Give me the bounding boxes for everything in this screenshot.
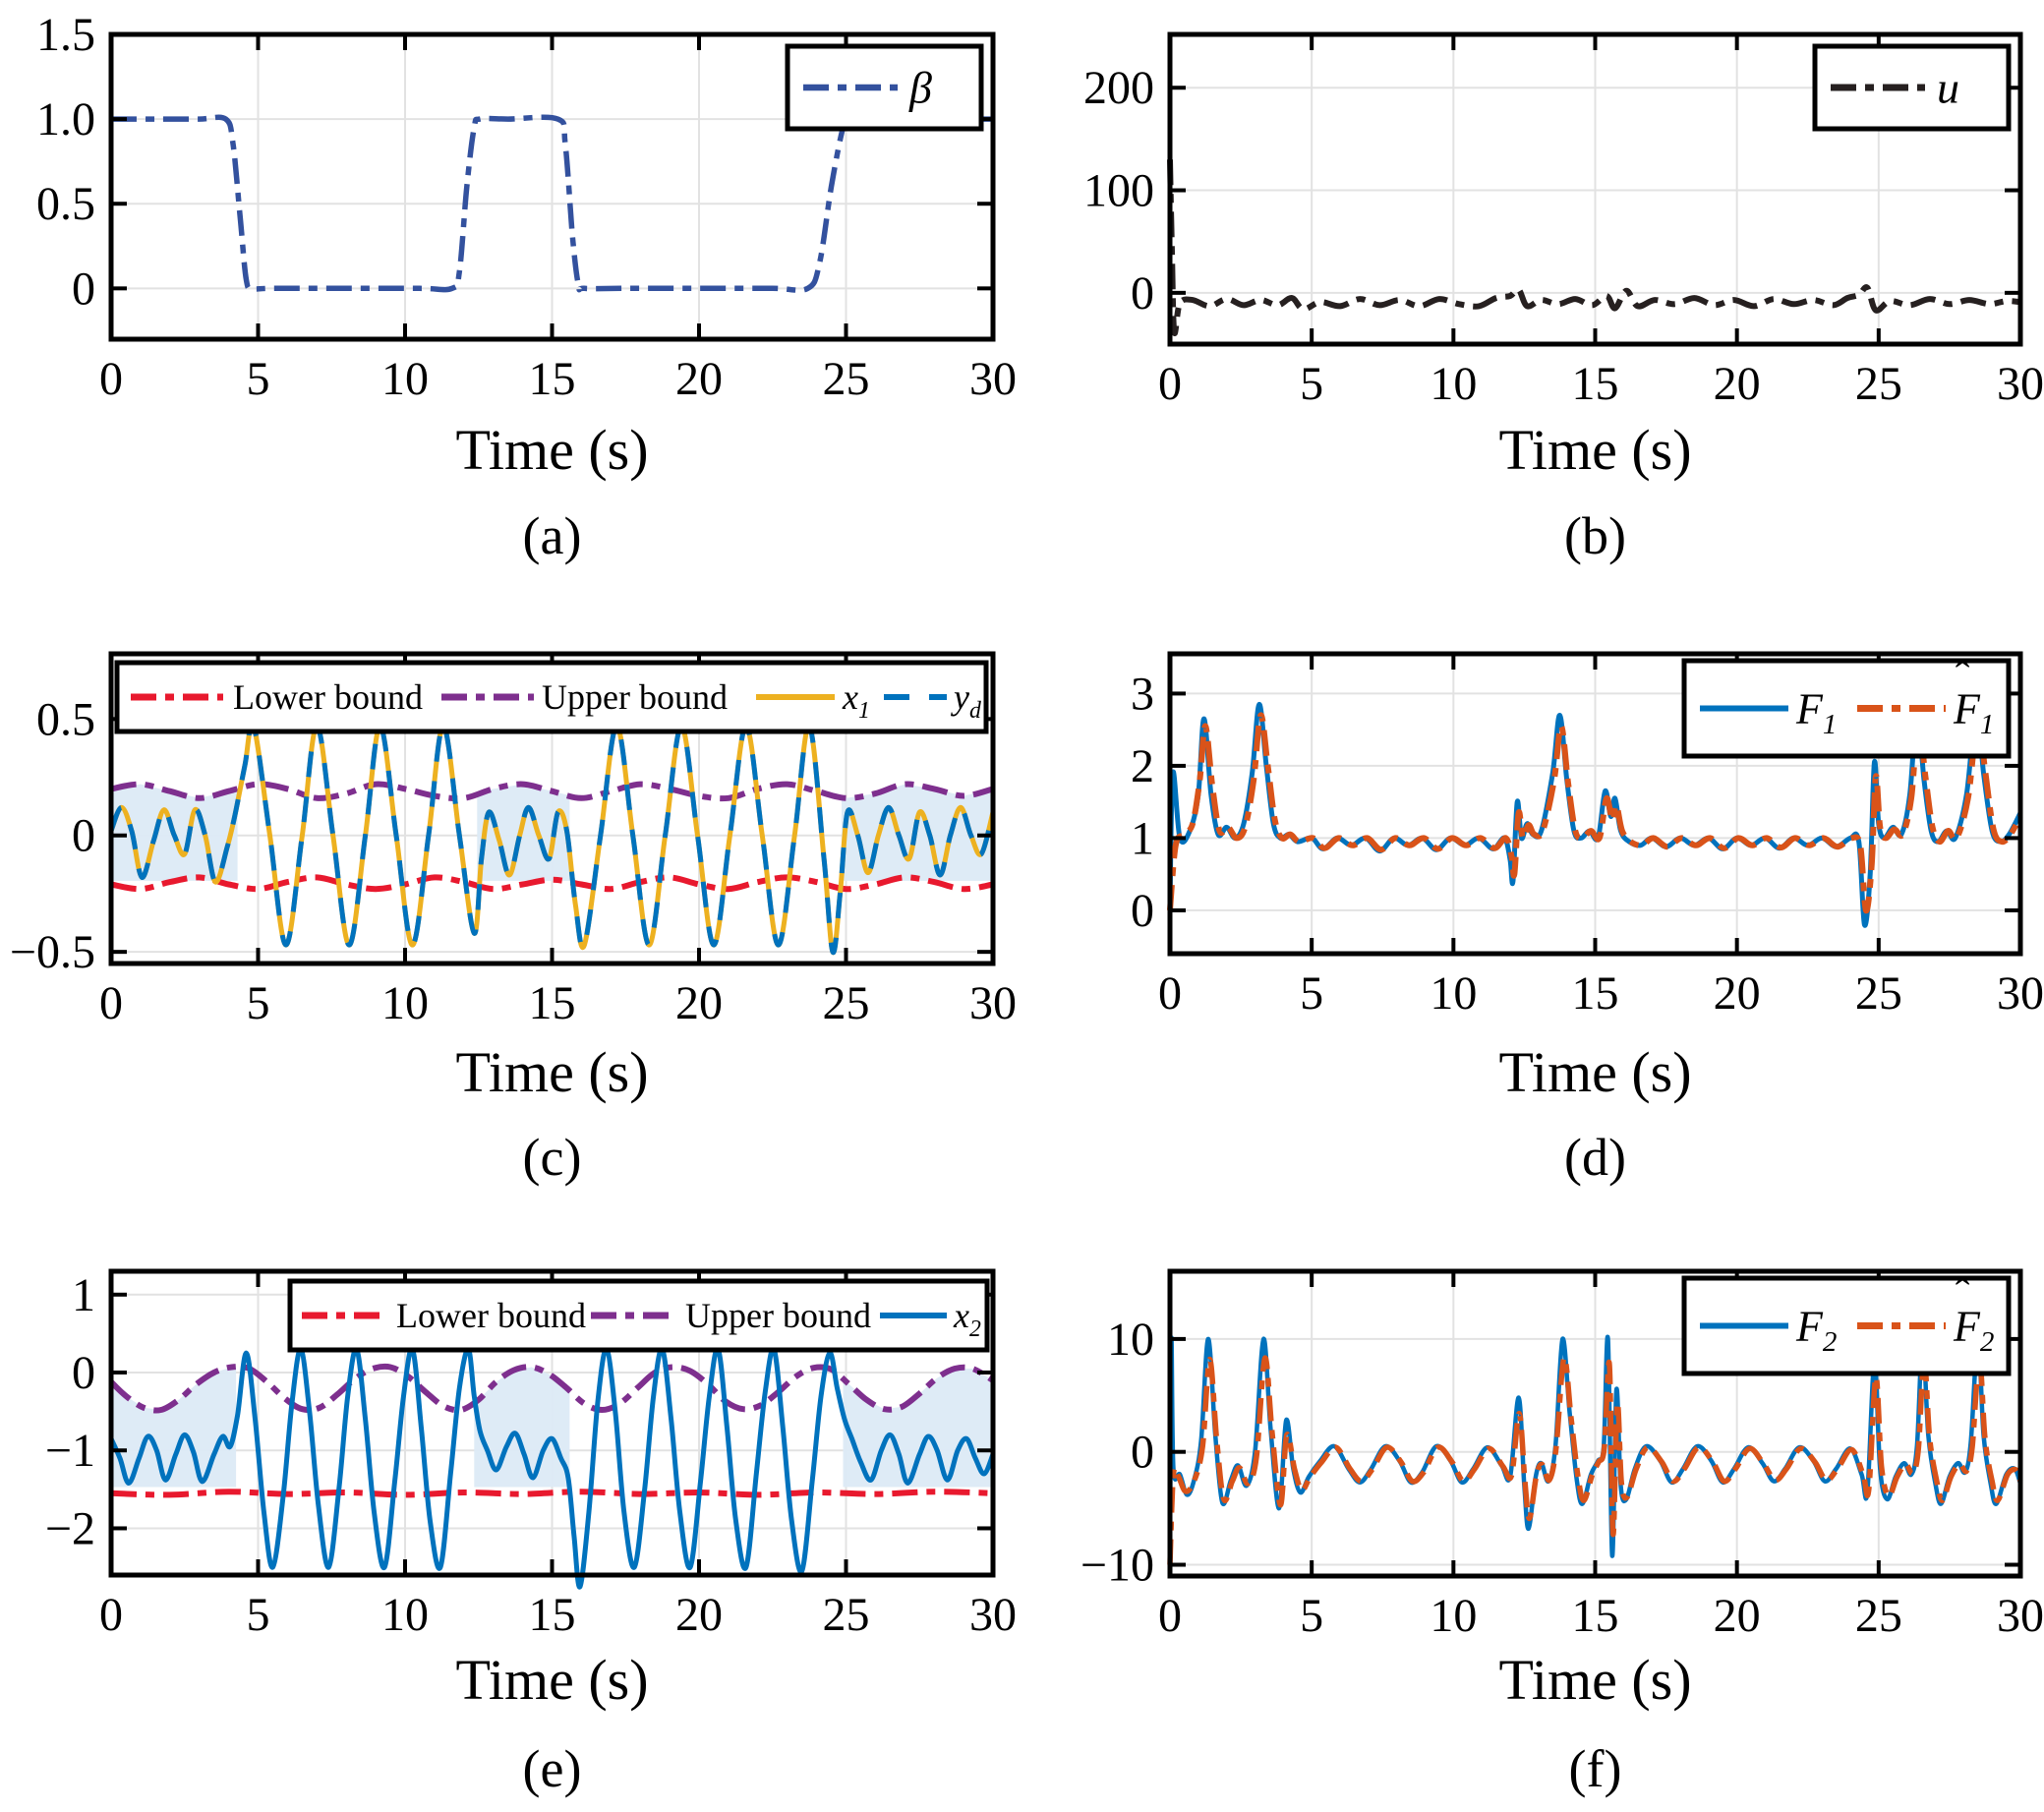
panel-d: 0 5 10 15 20 25 30 0 1 2 3 F1 F1 ˆ Time (s) (d): [1027, 590, 2044, 1209]
svg-text:10: 10: [381, 353, 429, 405]
svg-text:30: 30: [1997, 1590, 2044, 1642]
caption-e: (e): [522, 1739, 582, 1798]
svg-text:10: 10: [381, 1589, 429, 1641]
svg-text:10: 10: [1430, 967, 1477, 1020]
svg-text:0: 0: [1158, 1590, 1182, 1642]
xlabel-a: Time (s): [455, 418, 649, 482]
caption-b: (b): [1564, 506, 1626, 565]
svg-text:25: 25: [823, 977, 870, 1029]
svg-text:10: 10: [1430, 358, 1477, 410]
svg-text:5: 5: [247, 1589, 270, 1641]
panel-f: 0 5 10 15 20 25 30 −10 0 10 F2 F2 ˆ Time (s) (f): [1027, 1209, 2044, 1812]
caption-a: (a): [522, 506, 582, 565]
svg-text:1: 1: [72, 1269, 95, 1321]
svg-text:30: 30: [1997, 967, 2044, 1020]
svg-text:ˆ: ˆ: [1956, 1270, 1970, 1318]
svg-text:Upper bound: Upper bound: [542, 677, 728, 717]
svg-text:200: 200: [1083, 62, 1154, 114]
svg-text:5: 5: [1300, 967, 1323, 1020]
svg-text:20: 20: [675, 977, 723, 1029]
svg-text:15: 15: [1572, 967, 1619, 1020]
svg-text:1.0: 1.0: [36, 93, 95, 146]
caption-f: (f): [1568, 1739, 1622, 1798]
svg-text:0: 0: [1158, 358, 1182, 410]
svg-text:2: 2: [1131, 740, 1154, 792]
xlabel-c: Time (s): [455, 1040, 649, 1104]
svg-text:20: 20: [1714, 1590, 1761, 1642]
svg-text:25: 25: [823, 1589, 870, 1641]
svg-text:ˆ: ˆ: [1956, 653, 1970, 701]
svg-text:0: 0: [99, 977, 123, 1029]
chart-b-canvas: 0 5 10 15 20 25 30 0 100 200 u: [1083, 31, 2044, 410]
panel-a: 0 5 10 15 20 25 30 0 0.5 1.0 1.5 β Time (s) (a): [0, 0, 1027, 590]
svg-text:0: 0: [99, 353, 123, 405]
caption-c: (c): [522, 1128, 582, 1187]
svg-text:25: 25: [823, 353, 870, 405]
svg-text:0: 0: [1158, 967, 1182, 1020]
svg-text:25: 25: [1855, 358, 1902, 410]
svg-text:5: 5: [247, 353, 270, 405]
chart-e-canvas: 0 5 10 15 20 25 30 −2 −1 0 1 Lower bound Upper bound…: [45, 1268, 1017, 1641]
svg-text:5: 5: [247, 977, 270, 1029]
svg-text:25: 25: [1855, 967, 1902, 1020]
svg-text:0: 0: [72, 1347, 95, 1399]
svg-text:5: 5: [1300, 358, 1323, 410]
svg-text:30: 30: [969, 977, 1017, 1029]
svg-text:25: 25: [1855, 1590, 1902, 1642]
svg-text:1: 1: [1131, 812, 1154, 864]
xlabel-f: Time (s): [1498, 1648, 1692, 1712]
svg-text:10: 10: [381, 977, 429, 1029]
svg-text:30: 30: [969, 353, 1017, 405]
svg-text:0.5: 0.5: [36, 178, 95, 230]
svg-text:15: 15: [529, 977, 576, 1029]
svg-text:15: 15: [1572, 1590, 1619, 1642]
svg-text:−10: −10: [1080, 1540, 1154, 1592]
svg-text:0.5: 0.5: [36, 693, 95, 745]
svg-text:20: 20: [1714, 967, 1761, 1020]
svg-text:20: 20: [675, 1589, 723, 1641]
svg-text:3: 3: [1131, 668, 1154, 720]
svg-text:20: 20: [675, 353, 723, 405]
svg-text:0: 0: [72, 810, 95, 862]
caption-d: (d): [1564, 1128, 1626, 1187]
svg-text:10: 10: [1430, 1590, 1477, 1642]
svg-text:−0.5: −0.5: [10, 926, 95, 978]
svg-text:30: 30: [1997, 358, 2044, 410]
xlabel-e: Time (s): [455, 1648, 649, 1712]
svg-text:0: 0: [72, 263, 95, 315]
svg-text:10: 10: [1107, 1314, 1154, 1366]
svg-text:100: 100: [1083, 165, 1154, 217]
svg-text:5: 5: [1300, 1590, 1323, 1642]
svg-text:0: 0: [1131, 885, 1154, 937]
svg-text:1.5: 1.5: [36, 9, 95, 61]
xlabel-d: Time (s): [1498, 1040, 1692, 1104]
chart-c-canvas: 0 5 10 15 20 25 30−0.500.5 Lower bound Upper bou…: [10, 651, 1017, 1029]
xlabel-b: Time (s): [1498, 418, 1692, 482]
svg-text:x2: x2: [953, 1296, 981, 1342]
svg-text:Lower bound: Lower bound: [396, 1296, 586, 1335]
panel-e: 0 5 10 15 20 25 30 −2 −1 0 1 Lower bound Upper bound…: [0, 1209, 1027, 1812]
chart-a-canvas: 0 5 10 15 20 25 30 0 0.5 1.0 1.5 β: [36, 9, 1017, 405]
panel-b: 0 5 10 15 20 25 30 0 100 200 u Time (s) (b): [1027, 0, 2044, 590]
svg-text:0: 0: [1131, 267, 1154, 320]
svg-text:F2: F2: [1953, 1302, 1994, 1358]
svg-text:15: 15: [529, 353, 576, 405]
svg-text:Upper bound: Upper bound: [685, 1296, 871, 1335]
svg-text:15: 15: [1572, 358, 1619, 410]
svg-text:0: 0: [1131, 1427, 1154, 1479]
svg-text:−2: −2: [45, 1502, 95, 1554]
svg-text:Lower bound: Lower bound: [233, 677, 423, 717]
svg-text:20: 20: [1714, 358, 1761, 410]
svg-text:u: u: [1937, 63, 1959, 113]
svg-text:30: 30: [969, 1589, 1017, 1641]
svg-text:β: β: [908, 63, 932, 113]
panel-c: 0 5 10 15 20 25 30 −0.5 0 0.5 Lower bound Upper bou…: [0, 590, 1027, 1209]
svg-text:15: 15: [529, 1589, 576, 1641]
svg-text:0: 0: [99, 1589, 123, 1641]
svg-text:−1: −1: [45, 1425, 95, 1477]
